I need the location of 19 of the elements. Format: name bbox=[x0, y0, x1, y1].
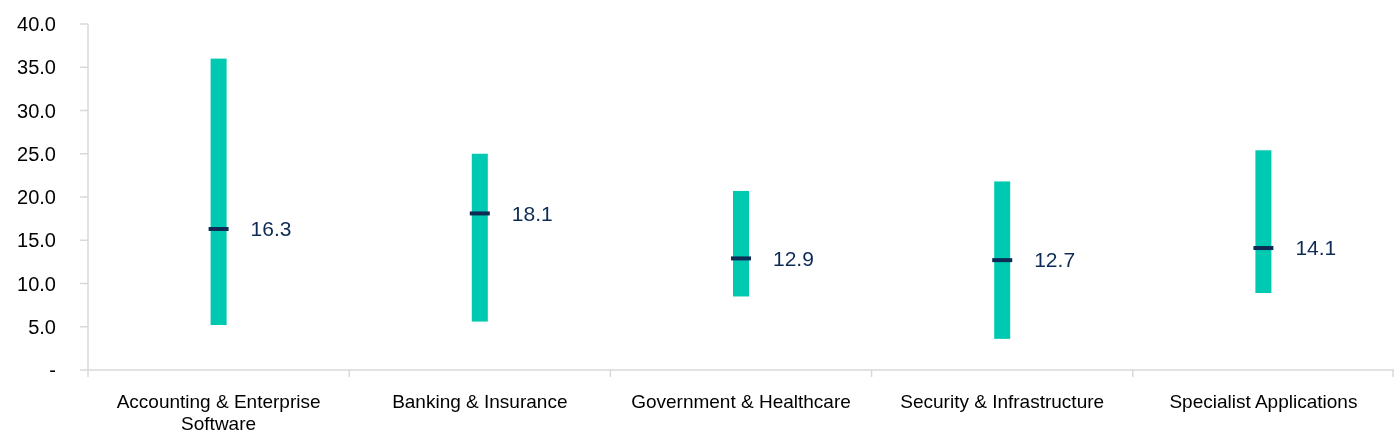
y-tick-label: - bbox=[49, 359, 56, 381]
y-tick-label: 20.0 bbox=[17, 186, 56, 208]
x-tick-label: Security & Infrastructure bbox=[900, 391, 1105, 412]
y-tick-label: 40.0 bbox=[17, 13, 56, 35]
annotation: 16.3 bbox=[250, 217, 292, 241]
annotation: 14.1 bbox=[1295, 236, 1337, 260]
y-tick-label: 15.0 bbox=[17, 229, 56, 252]
x-tick-label: Government & Healthcare bbox=[631, 391, 851, 412]
y-tick-label: 5.0 bbox=[28, 315, 56, 338]
y-tick-label: 35.0 bbox=[17, 56, 56, 79]
annotation: 12.9 bbox=[773, 246, 814, 270]
annotation: 12.7 bbox=[1034, 248, 1076, 272]
y-tick-label: 10.0 bbox=[17, 272, 56, 295]
annotation: 18.1 bbox=[511, 201, 553, 225]
x-tick-label: Banking & Insurance bbox=[392, 391, 568, 412]
x-tick-label: Specialist Applications bbox=[1169, 391, 1358, 412]
x-tick-label: Accounting & Enterprise Software bbox=[116, 391, 321, 434]
y-tick-label: 30.0 bbox=[17, 99, 56, 122]
y-tick-label: 25.0 bbox=[17, 142, 56, 165]
